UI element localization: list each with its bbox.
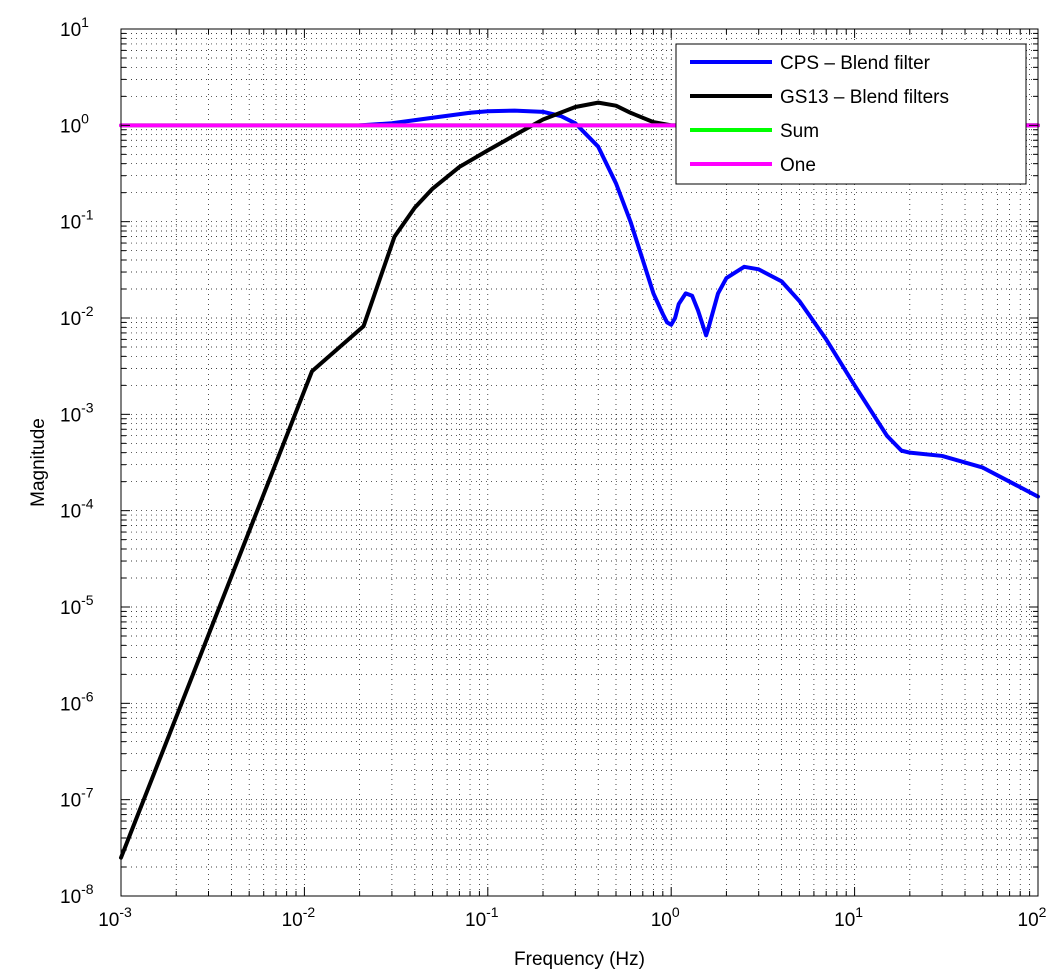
y-tick-label-exponent: -4: [81, 496, 94, 512]
legend: CPS – Blend filter GS13 – Blend filters Su…: [675, 43, 1027, 185]
x-tick-label-base: 10: [1018, 910, 1039, 931]
y-tick-label-exponent: -2: [81, 303, 94, 319]
y-tick-label-exponent: -3: [81, 399, 94, 415]
x-tick-label-exponent: -2: [303, 904, 316, 920]
y-tick-label-exponent: 0: [81, 110, 89, 126]
y-tick-label: 10-5: [60, 592, 94, 619]
y-tick-label-base: 10: [60, 694, 81, 715]
y-tick-label-base: 10: [60, 598, 81, 619]
y-tick-label: 10-6: [60, 688, 94, 715]
x-tick-label: 100: [651, 904, 680, 931]
y-tick-label: 101: [60, 14, 89, 41]
x-tick-labels: 10-3 10-2 10-1 100 101 102: [98, 904, 1046, 931]
x-tick-label-base: 10: [834, 910, 855, 931]
y-tick-label-base: 10: [60, 20, 81, 41]
x-tick-label-exponent: -1: [486, 904, 499, 920]
y-tick-label-exponent: -6: [81, 688, 94, 704]
y-tick-label-exponent: -7: [81, 785, 94, 801]
legend-label-3: One: [780, 155, 816, 176]
y-tick-label-base: 10: [60, 502, 81, 523]
x-tick-label: 10-3: [98, 904, 132, 931]
y-tick-label: 10-7: [60, 785, 94, 812]
x-tick-label-base: 10: [98, 910, 119, 931]
x-tick-label-exponent: 1: [855, 904, 863, 920]
legend-label-2: Sum: [780, 121, 819, 142]
y-tick-label: 10-3: [60, 399, 94, 426]
x-tick-label-exponent: 2: [1039, 904, 1047, 920]
x-tick-label-exponent: 0: [672, 904, 680, 920]
x-tick-label: 10-2: [282, 904, 316, 931]
y-tick-label-base: 10: [60, 309, 81, 330]
x-tick-label-exponent: -3: [119, 904, 132, 920]
axes-box: [120, 28, 1039, 897]
y-tick-label-exponent: -8: [81, 881, 94, 897]
x-tick-label: 10-1: [465, 904, 499, 931]
y-tick-label-exponent: 1: [81, 14, 89, 30]
y-tick-label: 10-8: [60, 881, 94, 908]
legend-label-1: GS13 – Blend filters: [780, 87, 949, 108]
legend-box: [675, 43, 1027, 185]
x-tick-label: 101: [834, 904, 863, 931]
tick-marks: [120, 28, 1039, 897]
y-tick-label: 10-2: [60, 303, 94, 330]
y-tick-label-base: 10: [60, 213, 81, 234]
x-tick-label-base: 10: [651, 910, 672, 931]
y-axis-label: Magnitude: [28, 418, 49, 507]
y-tick-label: 10-4: [60, 496, 94, 523]
x-tick-label-base: 10: [465, 910, 486, 931]
y-tick-label-exponent: -5: [81, 592, 94, 608]
x-tick-label: 102: [1018, 904, 1047, 931]
series-line-0: [357, 108, 1040, 499]
y-tick-label-exponent: -1: [81, 207, 94, 223]
y-tick-label-base: 10: [60, 791, 81, 812]
x-tick-label-base: 10: [282, 910, 303, 931]
legend-label-0: CPS – Blend filter: [780, 53, 931, 74]
y-tick-label: 10-1: [60, 207, 94, 234]
y-tick-label-base: 10: [60, 405, 81, 426]
axes-frame: [120, 28, 1039, 897]
x-axis-label: Frequency (Hz): [514, 949, 645, 970]
y-tick-label-base: 10: [60, 887, 81, 908]
y-tick-label: 100: [60, 110, 89, 137]
y-tick-label-base: 10: [60, 116, 81, 137]
